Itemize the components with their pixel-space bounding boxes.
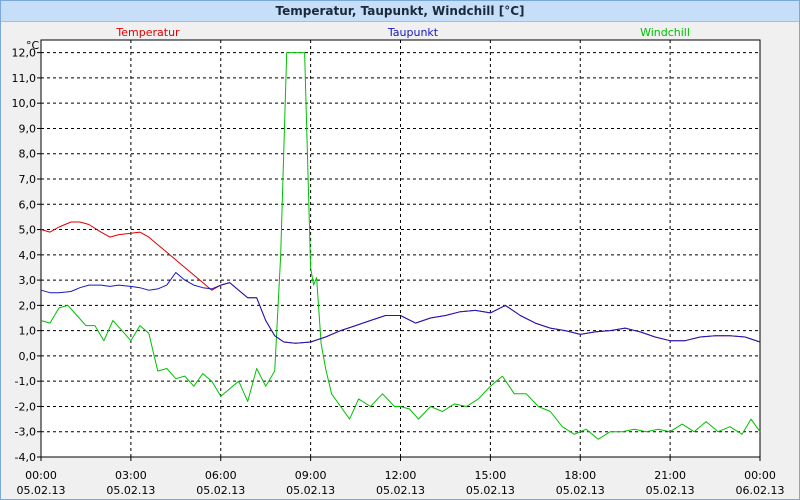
- x-tick-date: 05.02.13: [556, 484, 605, 497]
- x-tick-time: 03:00: [115, 469, 147, 482]
- x-tick-time: 15:00: [475, 469, 507, 482]
- legend-temperatur: Temperatur: [115, 26, 180, 39]
- x-tick-time: 12:00: [385, 469, 417, 482]
- y-tick-label: 12,0: [12, 47, 37, 60]
- y-tick-label: -2,0: [15, 400, 36, 413]
- x-tick-date: 05.02.13: [17, 484, 66, 497]
- y-tick-label: -3,0: [15, 426, 36, 439]
- y-tick-label: 6,0: [19, 198, 37, 211]
- y-tick-label: 3,0: [19, 274, 37, 287]
- y-tick-label: 1,0: [19, 325, 37, 338]
- x-tick-time: 00:00: [25, 469, 57, 482]
- legend-taupunkt: Taupunkt: [387, 26, 439, 39]
- x-tick-time: 06:00: [205, 469, 237, 482]
- y-tick-label: 11,0: [12, 72, 37, 85]
- y-tick-label: 4,0: [19, 249, 37, 262]
- plot-area: [40, 39, 761, 458]
- x-tick-date: 05.02.13: [196, 484, 245, 497]
- y-tick-label: -1,0: [15, 375, 36, 388]
- y-tick-label: -4,0: [15, 451, 36, 464]
- x-tick-date: 05.02.13: [376, 484, 425, 497]
- y-tick-label: 7,0: [19, 173, 37, 186]
- window-title: Temperatur, Taupunkt, Windchill [°C]: [1, 1, 799, 22]
- series-line-windchill: [40, 52, 761, 440]
- y-tick-label: 2,0: [19, 299, 37, 312]
- x-tick-date: 06.02.13: [736, 484, 785, 497]
- x-tick-time: 09:00: [295, 469, 327, 482]
- series-line-taupunkt: [40, 272, 761, 344]
- y-tick-label: 9,0: [19, 122, 37, 135]
- x-tick-date: 05.02.13: [106, 484, 155, 497]
- y-tick-label: 10,0: [12, 97, 37, 110]
- x-tick-date: 05.02.13: [646, 484, 695, 497]
- x-tick-date: 05.02.13: [286, 484, 335, 497]
- y-tick-label: 5,0: [19, 224, 37, 237]
- y-tick-label: 0,0: [19, 350, 37, 363]
- y-unit-label: °C: [26, 39, 40, 52]
- x-tick-time: 21:00: [654, 469, 686, 482]
- x-tick-time: 00:00: [744, 469, 776, 482]
- y-tick-label: 8,0: [19, 148, 37, 161]
- x-tick-date: 05.02.13: [466, 484, 515, 497]
- x-tick-time: 18:00: [564, 469, 596, 482]
- legend-windchill: Windchill: [640, 26, 690, 39]
